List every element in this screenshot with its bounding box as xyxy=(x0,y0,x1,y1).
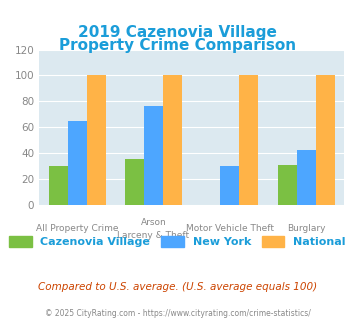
Text: 2019 Cazenovia Village: 2019 Cazenovia Village xyxy=(78,25,277,40)
Text: Arson: Arson xyxy=(141,218,166,227)
Text: All Property Crime: All Property Crime xyxy=(36,224,119,233)
Bar xyxy=(278,165,297,205)
Bar xyxy=(239,75,258,205)
Bar xyxy=(144,106,163,205)
Bar xyxy=(297,150,316,205)
Bar xyxy=(125,159,144,205)
Bar xyxy=(220,166,239,205)
Bar xyxy=(163,75,182,205)
Text: Larceny & Theft: Larceny & Theft xyxy=(118,231,190,240)
Bar xyxy=(49,166,68,205)
Text: Motor Vehicle Theft: Motor Vehicle Theft xyxy=(186,224,274,233)
Bar xyxy=(87,75,106,205)
Text: Compared to U.S. average. (U.S. average equals 100): Compared to U.S. average. (U.S. average … xyxy=(38,282,317,292)
Text: Property Crime Comparison: Property Crime Comparison xyxy=(59,38,296,53)
Legend: Cazenovia Village, New York, National: Cazenovia Village, New York, National xyxy=(5,232,350,252)
Text: Burglary: Burglary xyxy=(287,224,326,233)
Bar xyxy=(316,75,335,205)
Text: © 2025 CityRating.com - https://www.cityrating.com/crime-statistics/: © 2025 CityRating.com - https://www.city… xyxy=(45,309,310,318)
Bar xyxy=(68,120,87,205)
